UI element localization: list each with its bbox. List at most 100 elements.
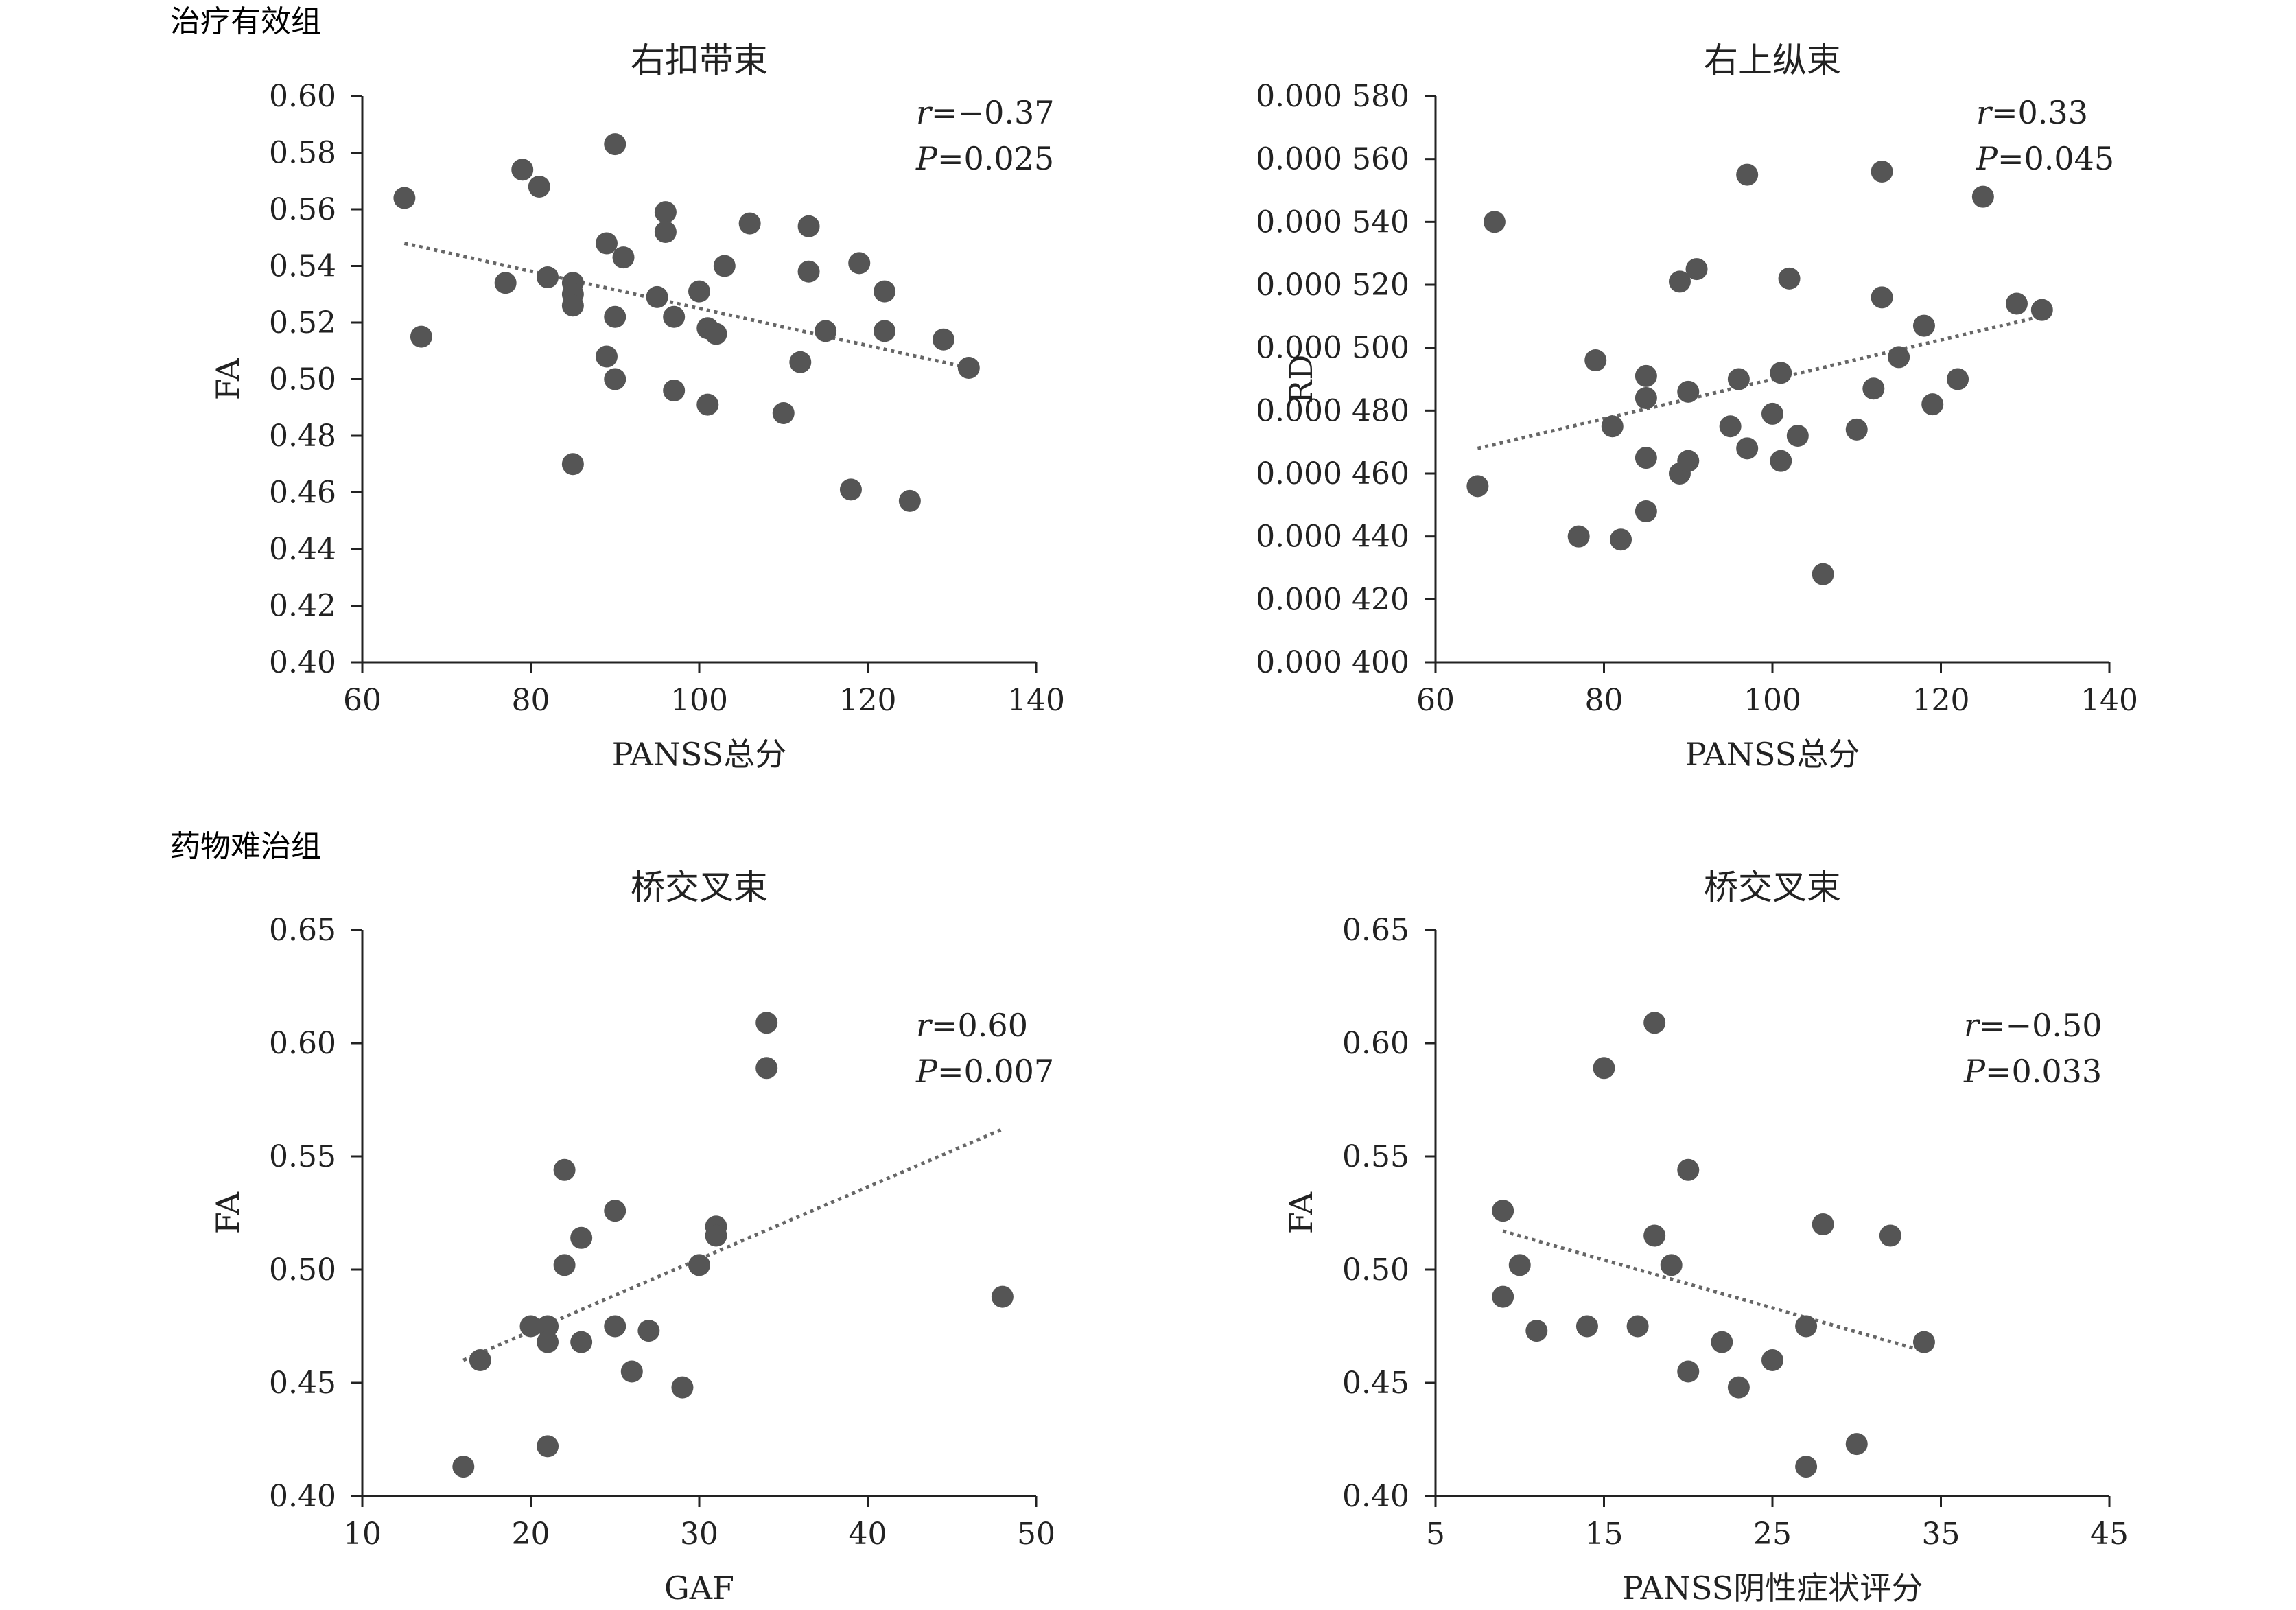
- y-tick-label: 0.44: [269, 532, 336, 567]
- y-tick-label: 0.000 480: [1256, 393, 1409, 428]
- data-point: [1677, 1158, 1700, 1181]
- y-tick-label: 0.50: [269, 362, 336, 397]
- data-point: [553, 1158, 576, 1181]
- data-point: [1584, 349, 1607, 371]
- data-point: [1871, 161, 1893, 183]
- data-point: [848, 252, 871, 275]
- y-tick-label: 0.000 440: [1256, 520, 1409, 555]
- chart-panel-1: 右扣带束 0.40 0.42 0.44 0.46 0.48 0.50 0.52 0.54 0.56…: [209, 40, 1065, 773]
- y-tick-label: 0.65: [1342, 913, 1409, 948]
- data-point: [663, 305, 686, 328]
- chart-title: 桥交叉束: [1704, 867, 1841, 907]
- data-point: [1660, 1254, 1683, 1276]
- y-tick-label: 0.55: [1342, 1139, 1409, 1174]
- y-tick-label: 0.65: [269, 913, 336, 948]
- data-point: [671, 1376, 694, 1399]
- p-number: =0.033: [1985, 1053, 2102, 1090]
- data-point: [1635, 364, 1657, 387]
- p-value: P=0.007: [915, 1053, 1054, 1090]
- y-tick-label: 0.000 420: [1256, 582, 1409, 617]
- data-point: [991, 1285, 1014, 1308]
- data-point: [537, 266, 559, 288]
- data-point: [1677, 380, 1700, 403]
- x-tick-label: 140: [2081, 683, 2138, 718]
- data-point: [1778, 267, 1801, 290]
- y-axis-title: FA: [209, 358, 246, 400]
- data-point: [553, 1254, 576, 1276]
- r-symbol: r: [916, 1007, 933, 1044]
- data-point: [1761, 1349, 1783, 1371]
- data-point: [839, 478, 862, 501]
- y-tick-label: 0.000 460: [1256, 456, 1409, 491]
- data-point: [561, 453, 584, 476]
- y-tick-label: 0.55: [269, 1139, 336, 1174]
- p-symbol: P: [915, 140, 938, 177]
- x-tick-label: 10: [343, 1517, 382, 1552]
- y-tick-label: 0.54: [269, 249, 336, 284]
- scatter-panels: 右扣带束 0.40 0.42 0.44 0.46 0.48 0.50 0.52 0.54 0.56…: [209, 40, 2138, 1607]
- x-tick-label: 100: [670, 683, 728, 718]
- data-point: [1770, 362, 1792, 384]
- data-point: [646, 285, 668, 308]
- data-point: [755, 1012, 778, 1034]
- y-tick-label: 0.50: [1342, 1252, 1409, 1287]
- data-point: [595, 232, 618, 255]
- data-point: [874, 280, 896, 303]
- x-tick-label: 20: [512, 1517, 550, 1552]
- data-point: [755, 1057, 778, 1080]
- data-point: [1635, 447, 1657, 469]
- y-axis-title: FA: [209, 1191, 246, 1234]
- y-tick-label: 0.50: [269, 1252, 336, 1287]
- data-point: [1971, 185, 1994, 208]
- data-point: [1795, 1315, 1818, 1338]
- x-axis-title: PANSS阴性症状评分: [1622, 1570, 1923, 1607]
- r-symbol: r: [1976, 94, 1993, 131]
- x-tick-label: 5: [1426, 1517, 1445, 1552]
- trend-line: [1477, 314, 2043, 450]
- x-tick-label: 140: [1007, 683, 1065, 718]
- y-axis-title: RD: [1282, 355, 1320, 404]
- correlation-r: r=0.60: [916, 1007, 1028, 1044]
- r-value: =−0.37: [931, 94, 1055, 131]
- data-point: [595, 345, 618, 368]
- x-axis-title: GAF: [664, 1570, 734, 1607]
- data-point: [1736, 163, 1759, 186]
- p-symbol: P: [1976, 140, 1998, 177]
- data-point: [1508, 1254, 1531, 1276]
- r-value: =−0.50: [1979, 1007, 2102, 1044]
- data-point: [1727, 1376, 1750, 1399]
- x-tick-label: 100: [1744, 683, 1801, 718]
- data-point: [1888, 346, 1910, 369]
- data-point: [1879, 1224, 1901, 1247]
- p-value: P=0.025: [915, 140, 1054, 177]
- x-tick-label: 80: [1585, 683, 1624, 718]
- data-point: [1601, 415, 1624, 438]
- chart-panel-4: 桥交叉束 0.40 0.45 0.50 0.55 0.60 0.65 5 15 25 35 45 PAN…: [1282, 867, 2129, 1607]
- chart-title: 右上纵束: [1704, 40, 1841, 80]
- data-point: [1845, 418, 1868, 441]
- data-point: [1567, 525, 1590, 548]
- data-point: [620, 1360, 643, 1383]
- data-point: [1635, 500, 1657, 522]
- data-point: [1635, 387, 1657, 409]
- y-tick-label: 0.60: [269, 1026, 336, 1061]
- data-point: [705, 1224, 727, 1247]
- data-point: [772, 402, 795, 424]
- data-point: [1685, 258, 1708, 281]
- data-point: [528, 176, 550, 198]
- y-tick-label: 0.000 580: [1256, 79, 1409, 114]
- x-axis-title: PANSS总分: [612, 736, 786, 773]
- data-point: [1812, 1213, 1834, 1235]
- data-point: [410, 325, 432, 348]
- data-point: [797, 215, 820, 237]
- data-point: [1492, 1200, 1514, 1222]
- y-tick-label: 0.52: [269, 305, 336, 340]
- data-point: [1643, 1224, 1666, 1247]
- y-tick-label: 0.45: [269, 1366, 336, 1401]
- group-label-responders: 治疗有效组: [170, 4, 321, 39]
- data-point: [1466, 475, 1489, 498]
- trend-line: [403, 242, 970, 370]
- p-symbol: P: [915, 1053, 938, 1090]
- y-tick-label: 0.000 540: [1256, 205, 1409, 240]
- data-point: [713, 255, 736, 277]
